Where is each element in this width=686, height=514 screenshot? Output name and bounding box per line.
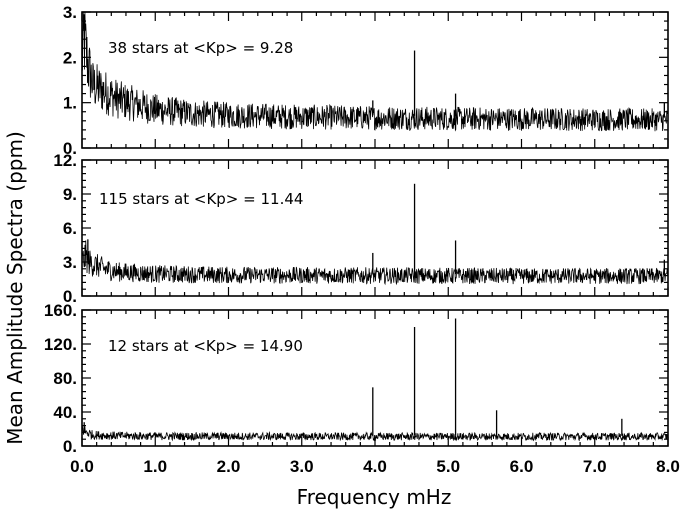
y-tick-label: 12.	[53, 151, 77, 170]
x-tick-labels: 0.0 1.0 2.0 3.0 4.0 5.0 6.0 7.0 8.0	[70, 457, 680, 476]
x-tick-label: 8.0	[656, 457, 680, 476]
panels-layer: 0. 1. 2. 3. 38 stars at <Kp> = 9.28 0. 3. 6. 9. 1…	[44, 3, 669, 456]
panel-annotation: 38 stars at <Kp> = 9.28	[108, 39, 293, 57]
y-tick-label: 9.	[63, 185, 77, 204]
x-tick-label: 0.0	[70, 457, 94, 476]
x-axis-title: Frequency mHz	[297, 485, 452, 509]
spectrum-trace	[81, 240, 669, 286]
panel-annotation: 115 stars at <Kp> = 11.44	[99, 190, 303, 208]
x-tick-label: 7.0	[583, 457, 607, 476]
y-tick-label: 1.	[63, 94, 77, 113]
x-tick-label: 6.0	[510, 457, 534, 476]
panel-1: 0. 1. 2. 3. 38 stars at <Kp> = 9.28	[63, 3, 669, 158]
y-tick-label: 3.	[63, 3, 77, 22]
y-axis-title: Mean Amplitude Spectra (ppm)	[3, 131, 27, 445]
y-tick-label: 3.	[63, 253, 77, 272]
x-tick-label: 4.0	[363, 457, 387, 476]
spectrum-trace	[81, 11, 669, 132]
y-tick-label: 6.	[63, 219, 77, 238]
y-tick-label: 0.	[63, 139, 77, 158]
x-tick-label: 5.0	[436, 457, 460, 476]
panel-3: 0. 40. 80. 120. 160. 12 stars at <Kp> = 14.90	[44, 301, 669, 456]
panel-frame	[81, 309, 669, 447]
y-tick-label: 2.	[63, 48, 77, 67]
y-tick-label: 160.	[44, 301, 77, 320]
y-tick-label: 80.	[53, 369, 77, 388]
y-tick-label: 40.	[53, 403, 77, 422]
panel-annotation: 12 stars at <Kp> = 14.90	[108, 337, 303, 355]
y-tick-label: 0.	[63, 437, 77, 456]
y-tick-label: 0.	[63, 287, 77, 306]
x-tick-label: 1.0	[143, 457, 167, 476]
y-tick-label: 120.	[44, 335, 77, 354]
panel-2: 0. 3. 6. 9. 12. 115 stars at <Kp> = 11.44	[53, 151, 669, 306]
x-tick-label: 2.0	[217, 457, 241, 476]
x-tick-label: 3.0	[290, 457, 314, 476]
